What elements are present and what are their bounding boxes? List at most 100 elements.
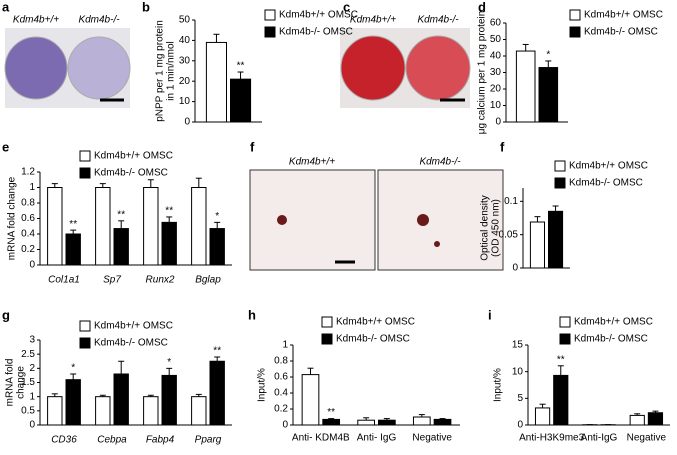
y-tick-label: 0 xyxy=(184,117,190,128)
x-tick-label: Negative xyxy=(627,433,667,444)
panel-letter: c xyxy=(343,0,350,14)
y-tick-label: 0.2 xyxy=(274,404,288,415)
significance: ** xyxy=(557,354,565,365)
y-tick-label: 0.1 xyxy=(504,196,518,207)
legend-label: Kdm4b-/- OMSC xyxy=(336,334,410,345)
legend-swatch xyxy=(79,320,91,332)
legend-label: Kdm4b+/+ OMSC xyxy=(336,317,415,328)
y-tick-label: 5 xyxy=(517,393,523,404)
y-tick-label: 10 xyxy=(490,100,502,111)
y-tick-label: 0 xyxy=(517,420,523,431)
bar xyxy=(412,416,431,426)
bar xyxy=(529,221,546,269)
panel-letter: g xyxy=(2,307,10,322)
y-tick-label: 1.2 xyxy=(21,167,35,178)
y-tick-label: 2.5 xyxy=(21,349,35,360)
x-tick-label: Bglap xyxy=(195,275,221,286)
bar xyxy=(65,379,81,426)
x-tick-label: Anti- IgG xyxy=(357,433,397,444)
legend-label: Kdm4b+/+ OMSC xyxy=(94,321,173,332)
legend-label: Kdm4b+/+ OMSC xyxy=(279,10,358,21)
genotype-label: Kdm4b+/+ xyxy=(13,15,59,26)
genotype-label: Kdm4b+/+ xyxy=(289,157,335,168)
y-tick-label: 0 xyxy=(282,420,288,431)
y-tick-label: 0.4 xyxy=(21,229,35,240)
y-tick-label: 0.6 xyxy=(21,213,35,224)
significance: ** xyxy=(213,346,221,357)
x-tick-label: Negative xyxy=(412,433,452,444)
y-tick-label: 10 xyxy=(512,366,524,377)
significance: * xyxy=(546,50,550,61)
legend-swatch xyxy=(79,337,91,349)
y-axis-label: in 1 min/nmol xyxy=(166,41,177,100)
legend-label: Kdm4b-/- OMSC xyxy=(584,27,658,38)
panel-letter: a xyxy=(2,0,10,14)
bar xyxy=(191,396,207,426)
x-tick-label: Pparg xyxy=(195,435,222,446)
y-axis-label: Input/% xyxy=(493,368,504,402)
y-tick-label: 0.05 xyxy=(499,229,519,240)
panel-letter: d xyxy=(478,0,486,14)
y-tick-label: 30 xyxy=(179,55,191,66)
legend-swatch xyxy=(559,333,571,345)
stained-cell xyxy=(434,241,440,247)
well xyxy=(340,35,406,101)
legend-label: Kdm4b-/- OMSC xyxy=(574,334,648,345)
y-axis-label: mRNA fold change xyxy=(7,176,18,260)
legend-swatch xyxy=(569,9,581,21)
stained-cell xyxy=(277,215,287,225)
legend-swatch xyxy=(554,177,566,189)
y-tick-label: 0.8 xyxy=(21,198,35,209)
bar xyxy=(647,412,664,426)
legend-swatch xyxy=(321,316,333,328)
y-tick-label: 20 xyxy=(179,76,191,87)
bar xyxy=(47,396,63,426)
y-tick-label: 0.8 xyxy=(274,356,288,367)
y-axis-label: μg calcium per 1 mg protein xyxy=(477,11,488,135)
well xyxy=(4,36,68,100)
bar xyxy=(230,78,252,123)
y-tick-label: 0.5 xyxy=(21,405,35,416)
panel-letter: b xyxy=(142,0,150,14)
y-tick-label: 1 xyxy=(29,182,35,193)
y-tick-label: 0 xyxy=(29,420,35,431)
bar xyxy=(538,67,559,123)
legend-label: Kdm4b+/+ OMSC xyxy=(569,161,648,172)
significance: * xyxy=(167,357,171,368)
legend-label: Kdm4b+/+ OMSC xyxy=(574,317,653,328)
genotype-label: Kdm4b-/- xyxy=(78,15,120,26)
legend-swatch xyxy=(264,9,276,21)
bar xyxy=(357,419,375,426)
bar xyxy=(143,187,159,266)
x-tick-label: Fabp4 xyxy=(146,435,175,446)
legend-swatch xyxy=(554,160,566,172)
genotype-label: Kdm4b-/- xyxy=(417,15,459,26)
y-tick-label: 2 xyxy=(29,363,35,374)
y-tick-label: 50 xyxy=(490,34,502,45)
panel-letter: h xyxy=(248,307,256,322)
y-tick-label: 0 xyxy=(495,117,501,128)
bar xyxy=(65,233,81,266)
significance: ** xyxy=(237,61,245,72)
y-tick-label: 60 xyxy=(490,18,502,29)
x-tick-label: Cebpa xyxy=(97,435,127,446)
bar xyxy=(209,360,225,426)
stained-cell xyxy=(417,214,429,226)
y-tick-label: 20 xyxy=(490,84,502,95)
y-axis-label: pNPP per 1 mg protein xyxy=(155,20,166,122)
y-axis-label: change xyxy=(16,366,27,399)
bar xyxy=(534,407,551,426)
bar xyxy=(161,221,177,266)
y-tick-label: 50 xyxy=(179,15,191,26)
y-axis-label: mRNA fold xyxy=(5,359,16,407)
significance: ** xyxy=(117,209,125,220)
x-tick-label: Runx2 xyxy=(146,275,175,286)
y-tick-label: 0 xyxy=(512,263,518,274)
legend-label: Kdm4b-/- OMSC xyxy=(279,27,353,38)
bar xyxy=(209,228,225,266)
genotype-label: Kdm4b-/- xyxy=(419,157,461,168)
y-tick-label: 0 xyxy=(29,260,35,271)
legend-swatch xyxy=(79,167,91,179)
significance: ** xyxy=(69,219,77,230)
